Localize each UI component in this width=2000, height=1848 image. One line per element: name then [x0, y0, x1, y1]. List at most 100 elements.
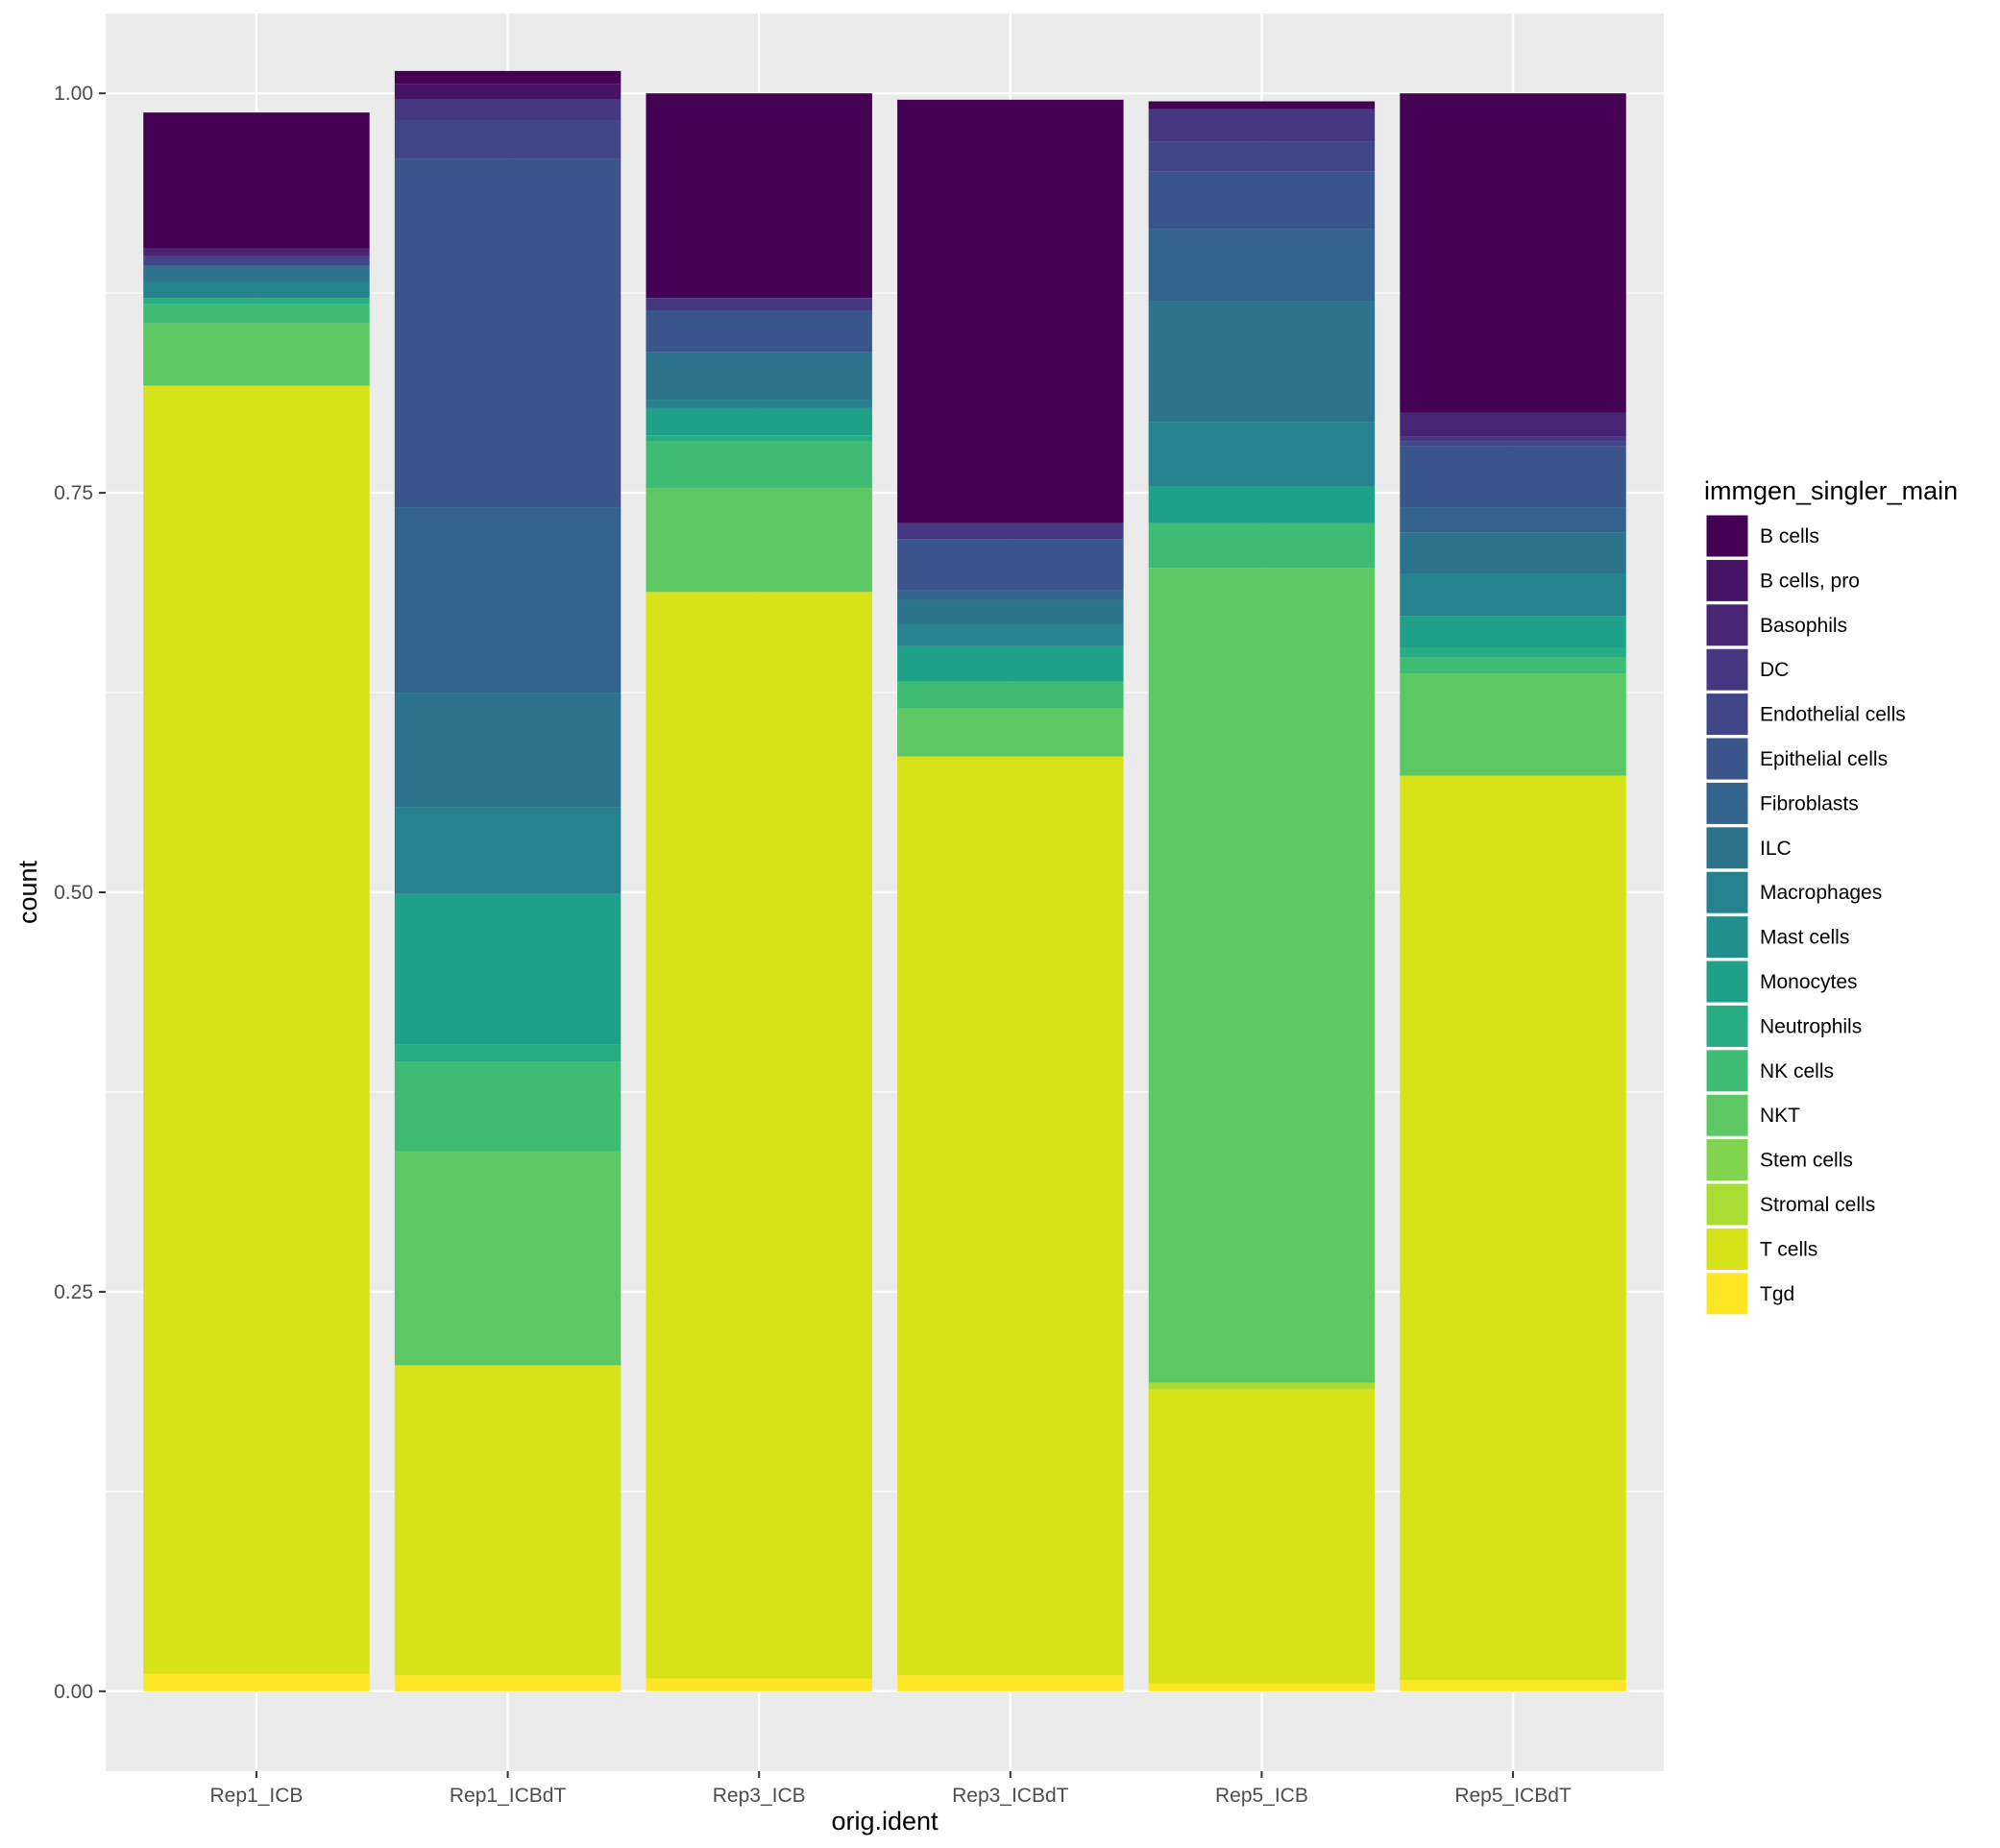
bar-segment: [1400, 1680, 1626, 1691]
legend-key: [1705, 1182, 1749, 1227]
bar-segment: [394, 1675, 622, 1691]
bar-segment: [897, 681, 1124, 709]
y-tick-label: 0.75: [54, 482, 93, 504]
bar-stacks: [143, 70, 1626, 1691]
bar-segment: [1400, 573, 1626, 617]
bar-segment: [646, 441, 872, 489]
bar-segment: [143, 1673, 370, 1691]
bar-segment: [646, 435, 872, 442]
legend-label: Stem cells: [1760, 1150, 1853, 1172]
bar-segment: [143, 255, 370, 266]
bar-segment: [1148, 422, 1376, 487]
bar-segment: [1148, 171, 1376, 230]
bar-segment: [394, 807, 622, 894]
bar-segment: [897, 645, 1124, 682]
legend-label: Fibroblasts: [1760, 792, 1859, 815]
axes: 0.00 0.25 0.50 0.75 1.00 Rep1_ICB Rep1_ICBdT Re…: [54, 83, 1572, 1807]
bar-segment: [1400, 412, 1626, 437]
y-tick-label: 0.50: [54, 882, 93, 904]
bar-segment: [897, 539, 1124, 591]
bar-segment: [1400, 441, 1626, 447]
bar-segment: [394, 1365, 622, 1676]
bar-segment: [646, 488, 872, 593]
legend-key: [1705, 558, 1749, 602]
x-tick-label: Rep1_ICBdT: [450, 1785, 567, 1807]
bar-segment: [646, 352, 872, 401]
legend-label: DC: [1760, 659, 1789, 681]
legend-label: B cells: [1760, 525, 1819, 547]
bar-segment: [897, 99, 1124, 523]
legend-label: Tgd: [1760, 1283, 1794, 1305]
bar-segment: [897, 590, 1124, 600]
bar-segment: [143, 385, 370, 1674]
legend-key: [1705, 514, 1749, 558]
bar-segment: [646, 1678, 872, 1691]
x-axis-title: orig.ident: [831, 1807, 939, 1836]
bar-segment: [394, 1151, 622, 1366]
legend-label: B cells, pro: [1760, 570, 1860, 592]
legend-key: [1705, 781, 1749, 825]
bar-segment: [646, 298, 872, 311]
bar-segment: [1400, 616, 1626, 648]
bar-segment: [143, 265, 370, 282]
bar-segment: [646, 592, 872, 1679]
bar-segment: [646, 310, 872, 353]
legend-key: [1705, 870, 1749, 914]
bar-segment: [394, 120, 622, 159]
bar-segment: [1400, 436, 1626, 442]
legend-key: [1705, 826, 1749, 870]
legend-label: Stromal cells: [1760, 1194, 1875, 1216]
legend-label: Epithelial cells: [1760, 748, 1888, 770]
bar-segment: [394, 99, 622, 121]
bar-segment: [1400, 647, 1626, 658]
bar-segment: [1148, 1389, 1376, 1684]
legend-key: [1705, 1272, 1749, 1316]
bar-segment: [646, 93, 872, 299]
bar-segment: [897, 708, 1124, 757]
bar-segment: [1400, 532, 1626, 574]
bar-segment: [143, 298, 370, 304]
legend-key: [1705, 1227, 1749, 1271]
legend-key: [1705, 647, 1749, 692]
bar-segment: [1400, 657, 1626, 674]
legend-label: Basophils: [1760, 615, 1847, 637]
bar-segment: [1148, 229, 1376, 302]
bar-segment: [646, 407, 872, 436]
bar-segment: [394, 1044, 622, 1062]
x-tick-label: Rep3_ICBdT: [952, 1785, 1069, 1807]
legend-label: Mast cells: [1760, 927, 1849, 949]
legend-key: [1705, 737, 1749, 781]
bar-segment: [1148, 101, 1376, 109]
legend-label: Neutrophils: [1760, 1015, 1862, 1037]
legend-label: Monocytes: [1760, 971, 1858, 993]
bar-segment: [143, 304, 370, 324]
bar-segment: [1148, 568, 1376, 1383]
legend-key: [1705, 960, 1749, 1004]
bar-segment: [394, 84, 622, 100]
legend-key: [1705, 603, 1749, 647]
bar-segment: [143, 281, 370, 299]
bar-segment: [897, 756, 1124, 1676]
legend-key: [1705, 1138, 1749, 1182]
bar-segment: [897, 599, 1124, 624]
bar-segment: [1148, 141, 1376, 172]
bar-segment: [1400, 507, 1626, 533]
bar-segment: [394, 1061, 622, 1152]
bar-segment: [1148, 109, 1376, 142]
bar-segment: [646, 400, 872, 408]
legend: B cells B cells, pro Basophils DC Endothelia…: [1705, 514, 1906, 1316]
legend-label: Macrophages: [1760, 882, 1882, 904]
legend-title: immgen_singler_main: [1704, 476, 1958, 505]
y-axis-title: count: [13, 860, 42, 924]
bar-segment: [1400, 446, 1626, 508]
bar-segment: [394, 893, 622, 1045]
legend-label: ILC: [1760, 838, 1792, 860]
y-tick-label: 0.25: [54, 1281, 93, 1303]
legend-key: [1705, 915, 1749, 960]
x-tick-label: Rep5_ICBdT: [1454, 1785, 1572, 1807]
legend-key: [1705, 1049, 1749, 1093]
legend-label: NK cells: [1760, 1060, 1834, 1082]
bar-segment: [1148, 1683, 1376, 1691]
